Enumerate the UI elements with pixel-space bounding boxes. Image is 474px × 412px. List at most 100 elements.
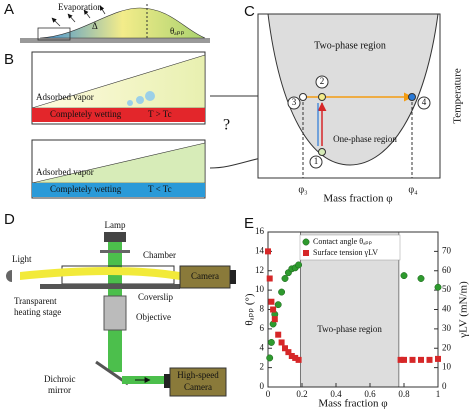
legend-label: Contact angle θₐₚₚ: [313, 237, 372, 246]
x-axis-label: Mass fraction φ: [318, 398, 387, 410]
data-point: [288, 353, 295, 359]
data-point: [271, 316, 278, 323]
y2-tick-label: 50: [442, 284, 452, 294]
y-tick-label: 12: [255, 265, 264, 275]
x-tick-label: 1: [436, 389, 441, 399]
legend-label: Surface tension γLV: [313, 248, 378, 257]
y-axis-label: Temperature: [452, 68, 464, 124]
state-point: [318, 148, 326, 156]
objective: [103, 295, 127, 331]
data-point: [400, 272, 408, 280]
data-point: [285, 349, 292, 356]
stage-label: heating stage: [14, 307, 61, 317]
data-point: [275, 331, 282, 338]
mark-label: φ₄: [408, 184, 418, 195]
camera-label: Camera: [184, 382, 212, 392]
coverslip-label: Coverslip: [138, 292, 173, 302]
data-point: [397, 356, 404, 363]
data-point: [418, 356, 424, 363]
data-point: [434, 283, 442, 291]
data-point: [278, 288, 286, 296]
evaporation-label: Evaporation: [58, 2, 102, 12]
data-point: [295, 356, 302, 363]
x-tick-label: 0.6: [364, 389, 376, 399]
state-point: [318, 93, 326, 101]
data-point: [292, 354, 299, 361]
substrate-hot: [32, 108, 205, 122]
mark-label: φ₃: [298, 184, 307, 195]
region-label: Two-phase region: [314, 40, 386, 51]
state-label: 2: [320, 76, 325, 86]
y-tick-label: 2: [260, 362, 265, 372]
region-label: Two-phase region: [317, 324, 382, 334]
camera-label: High-speed: [177, 370, 219, 380]
light-source: [6, 270, 12, 282]
y2-tick-label: 70: [442, 245, 452, 255]
bubble: [136, 96, 144, 104]
y-tick-label: 16: [255, 226, 265, 236]
x-axis-label: Mass fraction φ: [323, 193, 392, 205]
question-mark: ?: [223, 117, 230, 134]
heating-stage: [40, 284, 180, 289]
data-point: [266, 354, 274, 362]
y-tick-label: 0: [260, 381, 265, 391]
data-point: [267, 338, 275, 346]
angle-label: θₐₚₚ: [170, 26, 185, 36]
data-point: [265, 248, 271, 255]
zoom-box: [37, 27, 71, 41]
binodal: [267, 13, 439, 166]
camera-box: [169, 367, 227, 397]
film-label: Adsorbed vapor: [36, 167, 94, 177]
mirror-label: Dichroic: [44, 374, 76, 384]
substrate-label: Completely wetting: [50, 109, 122, 119]
y-tick-label: 8: [260, 304, 265, 314]
state-point: [408, 93, 416, 101]
state-label: 1: [314, 156, 319, 166]
y2-tick-label: 10: [442, 362, 452, 372]
panel-label: D: [4, 211, 15, 228]
light-beam: [20, 267, 180, 280]
objective-label: Objective: [136, 312, 171, 322]
bubble: [145, 91, 155, 101]
y-tick-label: 4: [260, 342, 265, 352]
film-label: Adsorbed vapor: [36, 92, 94, 102]
camera-lens: [230, 270, 236, 284]
y-tick-label: 6: [260, 323, 265, 333]
data-point: [401, 356, 407, 363]
y-axis-label: θₐₚₚ (°): [244, 293, 256, 326]
y2-tick-label: 60: [442, 265, 452, 275]
y2-tick-label: 40: [442, 304, 452, 314]
stage-label: Transparent: [14, 296, 57, 306]
data-point: [268, 298, 275, 305]
data-point: [278, 339, 285, 346]
evaporation-arrows: [51, 5, 106, 27]
x-tick-label: 0: [266, 389, 271, 399]
y2-tick-label: 30: [442, 323, 452, 333]
panel-label: A: [4, 1, 14, 18]
y2-axis-label: γLV (mN/m): [458, 281, 470, 339]
panel-label: E: [244, 215, 254, 232]
panel-label: C: [244, 3, 255, 20]
state-point: [299, 93, 307, 101]
bubble: [127, 100, 133, 106]
data-point: [435, 355, 441, 362]
lamp-label: Lamp: [105, 220, 126, 230]
panel-label: B: [4, 51, 14, 68]
light-label: Light: [12, 254, 32, 264]
data-point: [274, 301, 282, 309]
data-point: [417, 275, 425, 282]
y2-tick-label: 20: [442, 342, 452, 352]
state-label: 4: [422, 97, 427, 107]
y-tick-label: 10: [255, 284, 265, 294]
mirror-label: mirror: [48, 385, 71, 395]
x-tick-label: 0.2: [296, 389, 307, 399]
condition-label: T > Tc: [148, 109, 172, 119]
data-point: [302, 238, 310, 246]
condenser: [100, 250, 130, 253]
delta-label: Δ: [92, 21, 98, 31]
condition-label: T < Tc: [148, 184, 172, 194]
state-badges: [287, 75, 431, 169]
